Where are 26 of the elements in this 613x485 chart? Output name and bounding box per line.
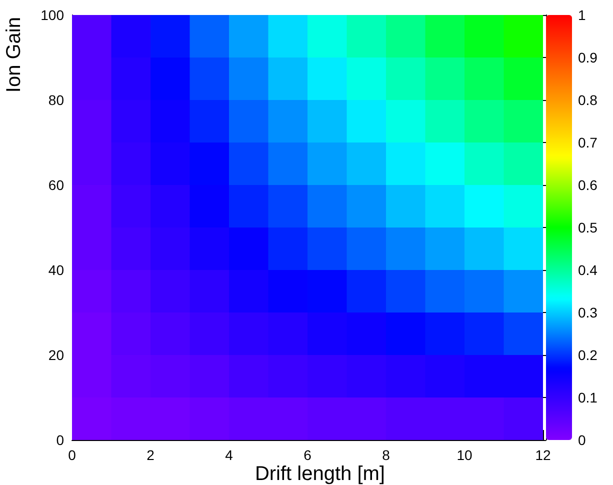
x-tick-label: 0 — [68, 447, 76, 463]
color-bar-label: 0.7 — [578, 134, 598, 150]
x-tick-label: 6 — [304, 447, 312, 463]
color-bar-label: 1 — [578, 7, 586, 23]
y-tick-label: 80 — [48, 92, 64, 108]
x-tick-label: 8 — [382, 447, 390, 463]
y-axis-title: Ion Gain — [3, 17, 25, 93]
color-bar-label: 0.2 — [578, 347, 598, 363]
color-bar-label: 0.5 — [578, 220, 598, 236]
color-bar-label: 0.6 — [578, 177, 598, 193]
color-bar-label: 0.3 — [578, 304, 598, 320]
x-tick-label: 4 — [225, 447, 234, 463]
color-bar-label: 0 — [578, 432, 586, 448]
y-tick-label: 20 — [48, 347, 64, 363]
x-tick-label: 10 — [456, 447, 472, 463]
y-tick-label: 100 — [40, 7, 64, 23]
x-tick-label: 2 — [146, 447, 155, 463]
x-axis-title: Drift length [m] — [254, 463, 385, 485]
color-bar-label: 0.8 — [578, 92, 598, 108]
color-bar-label: 0.4 — [578, 262, 598, 278]
color-bar-label: 0.1 — [578, 390, 598, 406]
y-tick-label: 0 — [56, 432, 64, 448]
y-tick-label: 40 — [48, 262, 64, 278]
x-tick-label: 12 — [535, 447, 551, 463]
y-tick-label: 60 — [48, 177, 64, 193]
color-bar-label: 0.9 — [578, 50, 598, 66]
